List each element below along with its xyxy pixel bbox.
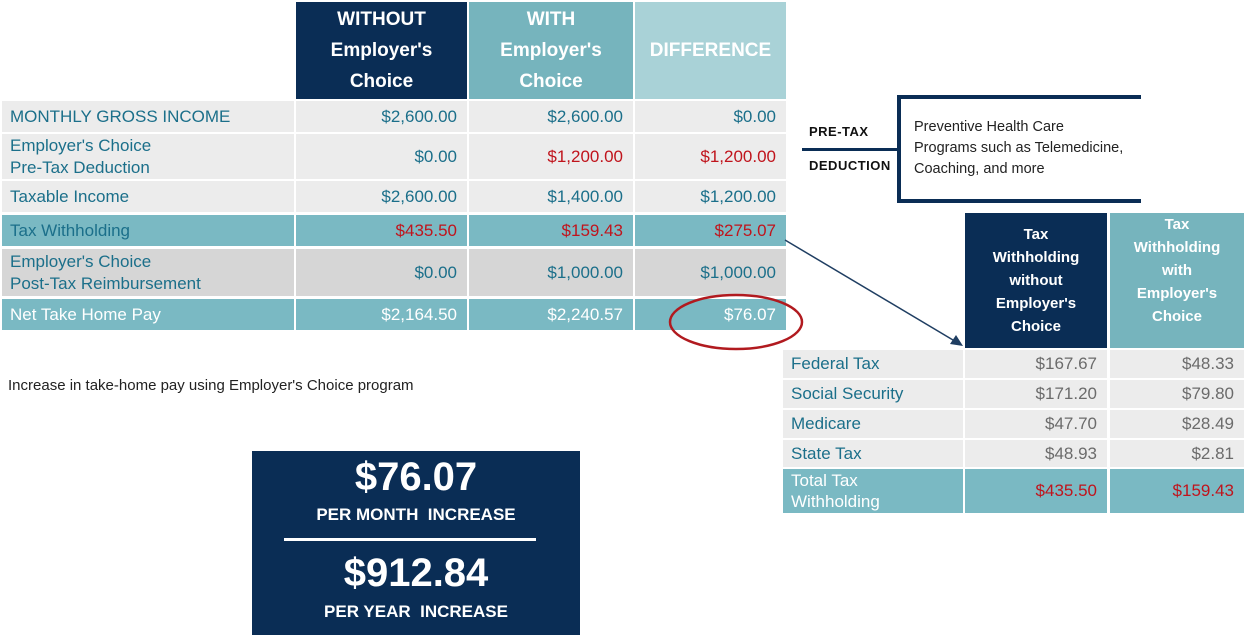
tax-total-label-line: Total Tax [791,471,858,490]
highlight-circle [668,293,804,351]
tax-row-label-state: State Tax [783,440,963,467]
row-label-gross-income: MONTHLY GROSS INCOME [2,101,294,132]
tax-row-label-social-security: Social Security [783,380,963,408]
tax-total-label-line: Withholding [791,492,880,511]
row-label-text: Tax Withholding [10,220,131,240]
cell-gross-with: $2,600.00 [469,101,633,132]
tax-header-with: Tax Withholding with Employer's Choice [1110,213,1244,348]
callout-description: Preventive Health Care Programs such as … [914,117,1146,180]
header-without-employers-choice: WITHOUT Employer's Choice [296,2,467,99]
row-label-pretax-deduction: Employer's Choice Pre-Tax Deduction [2,134,294,179]
arrow-to-tax-table [784,239,963,346]
summary-divider [284,538,536,541]
tax-cell-ss-with: $79.80 [1110,380,1244,408]
cell-gross-difference: $0.00 [635,101,786,132]
row-label-net-take-home: Net Take Home Pay [2,299,294,330]
cell-withholding-with: $159.43 [469,215,633,246]
tax-cell-total-without: $435.50 [965,469,1107,513]
header-without-line1: WITHOUT [337,9,426,30]
tax-header-without-line: without [1009,272,1063,289]
cell-pretax-without: $0.00 [296,134,467,179]
tax-header-with-line: with [1162,262,1192,279]
cell-taxable-difference: $1,200.00 [635,181,786,212]
tax-cell-medicare-with: $28.49 [1110,410,1244,438]
callout-line: Coaching, and more [914,161,1045,177]
tax-row-label-medicare: Medicare [783,410,963,438]
row-label-text: Post-Tax Reimbursement [10,273,201,293]
cell-gross-without: $2,600.00 [296,101,467,132]
summary-box: $76.07 PER MONTH INCREASE $912.84 PER YE… [252,451,580,635]
cell-withholding-difference: $275.07 [635,215,786,246]
cell-taxable-without: $2,600.00 [296,181,467,212]
callout-line: Preventive Health Care [914,119,1064,135]
callout-tag-bottom: DEDUCTION [809,158,891,173]
yearly-amount: $912.84 [343,551,489,595]
cell-reimbursement-with: $1,000.00 [469,249,633,296]
tax-cell-federal-with: $48.33 [1110,350,1244,378]
tax-header-with-line: Tax [1164,216,1190,233]
row-label-text: Employer's Choice [10,135,152,155]
tax-header-without-line: Tax [1023,226,1049,243]
tax-cell-medicare-without: $47.70 [965,410,1107,438]
cell-withholding-without: $435.50 [296,215,467,246]
cell-pretax-difference: $1,200.00 [635,134,786,179]
tax-header-without: Tax Withholding without Employer's Choic… [965,213,1107,348]
cell-net-without: $2,164.50 [296,299,467,330]
tax-header-with-line: Employer's [1136,285,1218,302]
row-label-taxable-income: Taxable Income [2,181,294,212]
callout-bracket [897,95,1141,203]
monthly-label: PER MONTH INCREASE [316,505,516,524]
tax-header-with-line: Withholding [1133,239,1221,256]
cell-reimbursement-difference: $1,000.00 [635,249,786,296]
row-label-text: Employer's Choice [10,251,152,271]
tax-row-label-federal: Federal Tax [783,350,963,378]
cell-reimbursement-without: $0.00 [296,249,467,296]
header-with-line1: WITH [526,9,576,30]
header-with-employers-choice: WITH Employer's Choice [469,2,633,99]
tax-header-without-line: Employer's [995,295,1077,312]
row-label-posttax-reimbursement: Employer's Choice Post-Tax Reimbursement [2,249,294,296]
header-with-line3: Choice [519,71,583,92]
tax-cell-state-without: $48.93 [965,440,1107,467]
callout-line: Programs such as Telemedicine, [914,140,1124,156]
tax-cell-total-with: $159.43 [1110,469,1244,513]
caption: Increase in take-home pay using Employer… [8,377,414,394]
tax-header-without-line: Choice [1010,318,1061,335]
tax-header-with-line: Choice [1151,308,1202,325]
header-difference: DIFFERENCE [635,2,786,99]
row-label-text: Taxable Income [10,186,130,206]
header-difference-label: DIFFERENCE [649,39,772,61]
monthly-amount: $76.07 [354,455,478,499]
tax-cell-federal-without: $167.67 [965,350,1107,378]
callout-divider [802,148,897,151]
header-with-line2: Employer's [500,40,602,61]
cell-net-difference: $76.07 [635,299,786,330]
tax-row-label-total: Total Tax Withholding [783,469,963,513]
tax-header-without-line: Withholding [992,249,1080,266]
row-label-tax-withholding: Tax Withholding [2,215,294,246]
header-without-line2: Employer's [330,40,433,61]
header-without-line3: Choice [349,71,414,92]
tax-cell-ss-without: $171.20 [965,380,1107,408]
cell-net-with: $2,240.57 [469,299,633,330]
cell-pretax-with: $1,200.00 [469,134,633,179]
callout-tag-top: PRE-TAX [809,124,869,139]
row-label-text: Pre-Tax Deduction [10,157,150,177]
yearly-label: PER YEAR INCREASE [324,602,508,621]
row-label-text: Net Take Home Pay [10,304,161,324]
row-label-text: MONTHLY GROSS INCOME [10,106,231,126]
cell-taxable-with: $1,400.00 [469,181,633,212]
tax-cell-state-with: $2.81 [1110,440,1244,467]
